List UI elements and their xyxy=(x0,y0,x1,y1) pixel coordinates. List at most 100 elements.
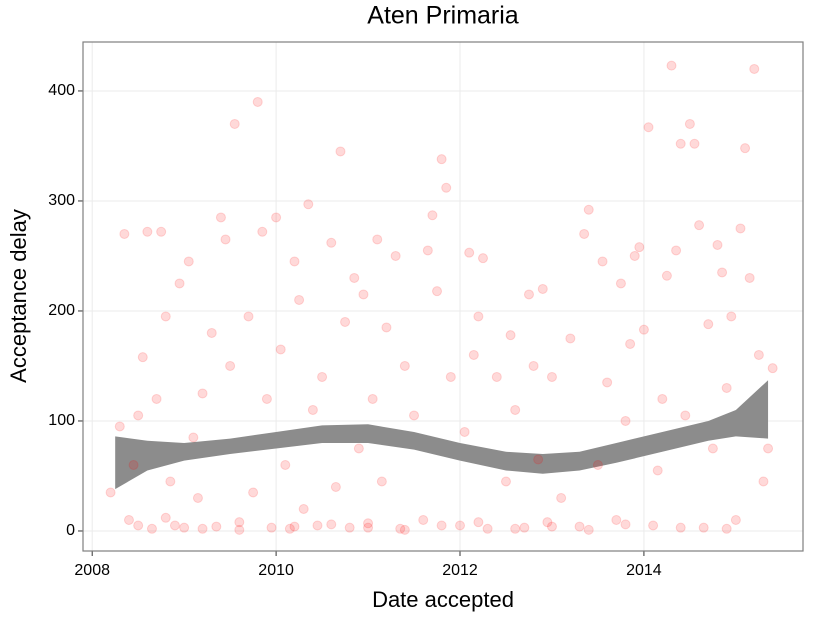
point xyxy=(188,432,199,443)
point xyxy=(317,371,328,382)
point xyxy=(657,393,668,404)
point xyxy=(248,487,259,498)
point xyxy=(478,253,488,264)
point xyxy=(105,487,116,498)
point xyxy=(372,234,383,245)
point xyxy=(473,311,484,322)
point xyxy=(583,524,594,535)
point xyxy=(574,521,585,532)
point xyxy=(735,223,746,234)
point xyxy=(192,492,203,503)
y-tick-label: 0 xyxy=(66,522,75,539)
plot-background xyxy=(83,42,803,551)
point xyxy=(142,226,153,237)
point xyxy=(183,256,194,267)
point xyxy=(684,118,695,129)
point xyxy=(537,283,548,294)
x-tick-label: 2014 xyxy=(626,562,662,579)
point xyxy=(611,514,622,525)
point xyxy=(165,476,176,487)
point xyxy=(363,522,374,533)
point xyxy=(340,316,351,327)
y-tick-label: 300 xyxy=(48,192,75,209)
point xyxy=(427,210,438,221)
point xyxy=(767,363,778,374)
point xyxy=(643,122,654,133)
point xyxy=(146,523,157,534)
point xyxy=(197,388,208,399)
point xyxy=(211,521,222,532)
point xyxy=(519,522,530,533)
point xyxy=(358,289,369,300)
chart-title: Aten Primaria xyxy=(367,2,519,30)
point xyxy=(418,514,429,525)
point xyxy=(349,272,360,283)
point xyxy=(749,63,760,74)
point xyxy=(441,182,452,193)
point xyxy=(758,476,769,487)
point xyxy=(597,256,608,267)
plot-frame xyxy=(82,41,804,552)
point xyxy=(528,360,539,371)
smooth-ribbon xyxy=(115,380,769,490)
point xyxy=(491,371,502,382)
point xyxy=(284,523,295,534)
point xyxy=(271,212,282,223)
point xyxy=(133,410,144,421)
point xyxy=(133,520,144,531)
point xyxy=(744,272,755,283)
point xyxy=(432,286,443,297)
point xyxy=(215,212,226,223)
point xyxy=(579,228,590,239)
point xyxy=(114,421,125,432)
point xyxy=(266,522,277,533)
point xyxy=(156,226,167,237)
point xyxy=(753,349,764,360)
point xyxy=(510,404,521,415)
point xyxy=(326,519,337,530)
point xyxy=(169,520,180,531)
point xyxy=(680,410,691,421)
point xyxy=(123,514,134,525)
point xyxy=(455,520,466,531)
point xyxy=(119,228,130,239)
point xyxy=(565,333,576,344)
point xyxy=(225,360,236,371)
point xyxy=(763,443,774,454)
point xyxy=(206,327,217,338)
point xyxy=(234,524,245,535)
point xyxy=(721,382,732,393)
point xyxy=(275,344,286,355)
point xyxy=(229,118,240,129)
point xyxy=(620,415,631,426)
point xyxy=(556,492,567,503)
point xyxy=(303,199,314,210)
point xyxy=(712,239,723,250)
point xyxy=(376,476,387,487)
point xyxy=(160,311,171,322)
point xyxy=(399,524,410,535)
point xyxy=(652,465,663,476)
point xyxy=(533,454,544,465)
point xyxy=(409,410,420,421)
point xyxy=(546,521,557,532)
point xyxy=(234,517,245,528)
point xyxy=(252,96,263,107)
point xyxy=(312,520,323,531)
point xyxy=(542,517,553,528)
point xyxy=(583,204,594,215)
point xyxy=(523,289,534,300)
point xyxy=(468,349,479,360)
point xyxy=(730,514,741,525)
y-tick-label: 100 xyxy=(48,412,75,429)
point xyxy=(445,371,456,382)
point xyxy=(661,270,672,281)
point xyxy=(307,404,318,415)
point xyxy=(335,146,346,157)
point xyxy=(367,393,378,404)
x-tick-label: 2012 xyxy=(442,562,478,579)
point xyxy=(602,377,613,388)
point xyxy=(698,522,709,533)
point xyxy=(615,278,626,289)
